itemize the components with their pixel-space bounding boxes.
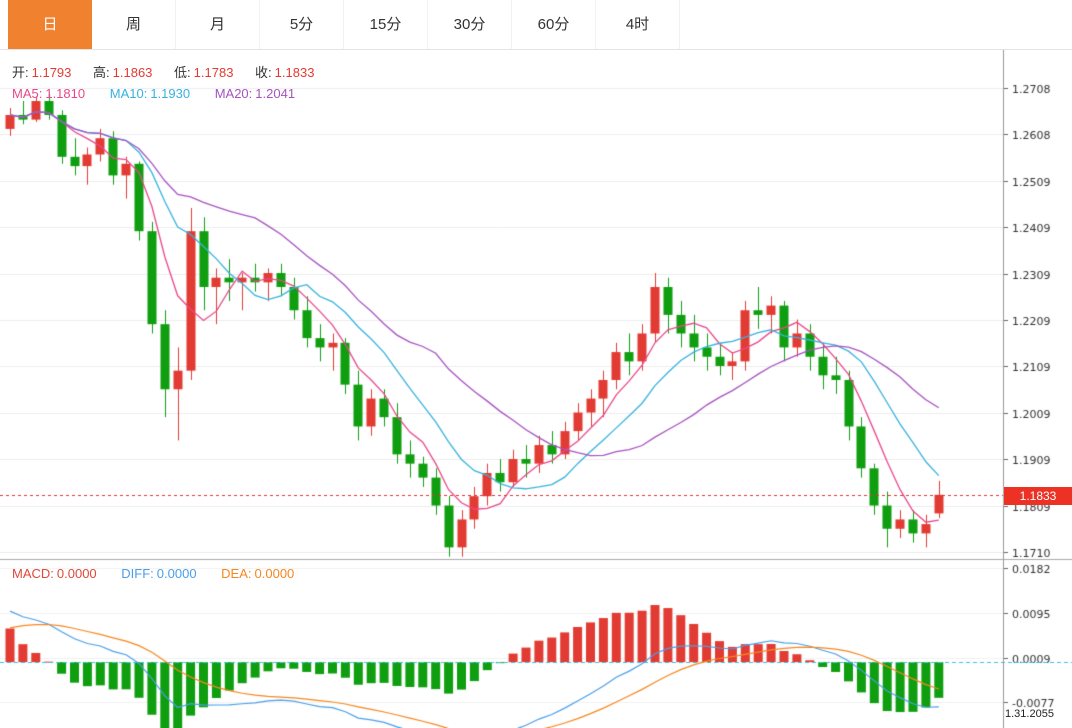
dea-label: DEA: xyxy=(221,566,252,581)
macd-legend: MACD: 0.0000 DIFF: 0.0000 DEA: 0.0000 xyxy=(12,566,315,581)
diff-label: DIFF: xyxy=(121,566,154,581)
low-label: 低: xyxy=(174,65,191,80)
ma10-label: MA10: xyxy=(109,86,148,101)
candlestick-chart-canvas[interactable] xyxy=(0,50,1072,728)
diff-readout: DIFF: 0.0000 xyxy=(121,566,203,581)
close-readout: 收: 1.1833 xyxy=(255,65,314,80)
high-readout: 高: 1.1863 xyxy=(93,65,156,80)
tab-day[interactable]: 日 xyxy=(8,0,92,49)
ma20-value: 1.2041 xyxy=(255,86,296,101)
macd-axis-bottom-label: 1.31.2055 xyxy=(1005,708,1054,720)
high-value: 1.1863 xyxy=(112,65,153,80)
tab-15min[interactable]: 15分 xyxy=(344,0,428,49)
ma10-value: 1.1930 xyxy=(150,86,191,101)
ma20-readout: MA20: 1.2041 xyxy=(215,86,298,101)
tab-4hour[interactable]: 4时 xyxy=(596,0,680,49)
timeframe-tabbar: 日周月 5分 15分 30分 60分 4时 xyxy=(0,0,1072,50)
diff-value: 0.0000 xyxy=(156,566,197,581)
ma20-label: MA20: xyxy=(214,86,253,101)
low-readout: 低: 1.1783 xyxy=(174,65,237,80)
tab-month[interactable]: 月 xyxy=(176,0,260,49)
tab-30min[interactable]: 30分 xyxy=(428,0,512,49)
macd-readout: MACD: 0.0000 xyxy=(12,566,103,581)
ma-legend: MA5: 1.1810 MA10: 1.1930 MA20: 1.2041 xyxy=(12,86,316,101)
low-value: 1.1783 xyxy=(193,65,234,80)
close-label: 收: xyxy=(255,65,272,80)
ma10-readout: MA10: 1.1930 xyxy=(110,86,197,101)
ma5-value: 1.1810 xyxy=(45,86,86,101)
ma5-readout: MA5: 1.1810 xyxy=(12,86,92,101)
tab-60min[interactable]: 60分 xyxy=(512,0,596,49)
close-value: 1.1833 xyxy=(274,65,315,80)
macd-value: 0.0000 xyxy=(56,566,97,581)
tab-week[interactable]: 周 xyxy=(92,0,176,49)
dea-value: 0.0000 xyxy=(254,566,295,581)
tab-5min[interactable]: 5分 xyxy=(260,0,344,49)
current-price-tag: 1.1833 xyxy=(1004,486,1072,505)
open-readout: 开: 1.1793 xyxy=(12,65,75,80)
high-label: 高: xyxy=(93,65,110,80)
ma5-label: MA5: xyxy=(12,86,43,101)
chart-area: 开: 1.1793 高: 1.1863 低: 1.1783 收: 1.1833 MA5:… xyxy=(0,50,1072,728)
open-value: 1.1793 xyxy=(31,65,72,80)
dea-readout: DEA: 0.0000 xyxy=(221,566,297,581)
open-label: 开: xyxy=(12,65,29,80)
macd-label: MACD: xyxy=(12,566,54,581)
ohlc-legend: 开: 1.1793 高: 1.1863 低: 1.1783 收: 1.1833 xyxy=(12,62,332,81)
